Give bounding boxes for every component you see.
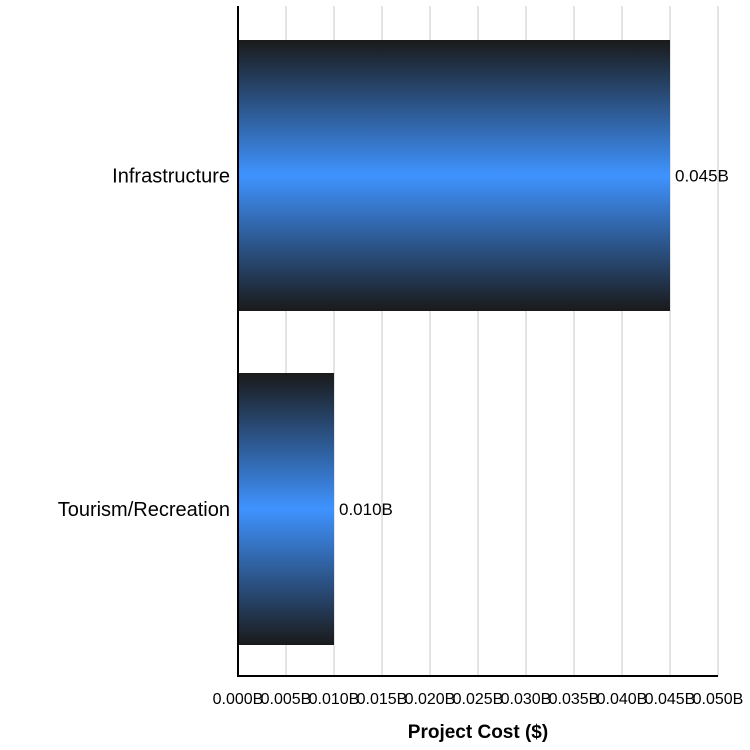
x-tick-label: 0.025B — [453, 691, 504, 708]
bar-infrastructure — [238, 40, 670, 311]
x-axis-title: Project Cost ($) — [408, 722, 548, 743]
category-label: Infrastructure — [112, 166, 230, 188]
x-tick-label: 0.035B — [549, 691, 600, 708]
bar-value-label: 0.045B — [675, 167, 729, 186]
labels: 0.045B Infrastructure 0.010B Tourism/Recrea… — [58, 166, 744, 709]
x-tick-label: 0.050B — [693, 691, 744, 708]
x-tick-label: 0.010B — [309, 691, 360, 708]
x-tick-label: 0.020B — [405, 691, 456, 708]
x-tick-label: 0.015B — [357, 691, 408, 708]
x-tick-label: 0.030B — [501, 691, 552, 708]
x-tick-label: 0.045B — [645, 691, 696, 708]
bar-value-label: 0.010B — [339, 500, 393, 519]
x-tick-label: 0.040B — [597, 691, 648, 708]
axes — [237, 6, 718, 677]
x-tick-label: 0.000B — [213, 691, 264, 708]
x-tick-label: 0.005B — [261, 691, 312, 708]
bars — [238, 40, 670, 645]
category-label: Tourism/Recreation — [58, 499, 230, 521]
bar-tourism-recreation — [238, 373, 334, 645]
